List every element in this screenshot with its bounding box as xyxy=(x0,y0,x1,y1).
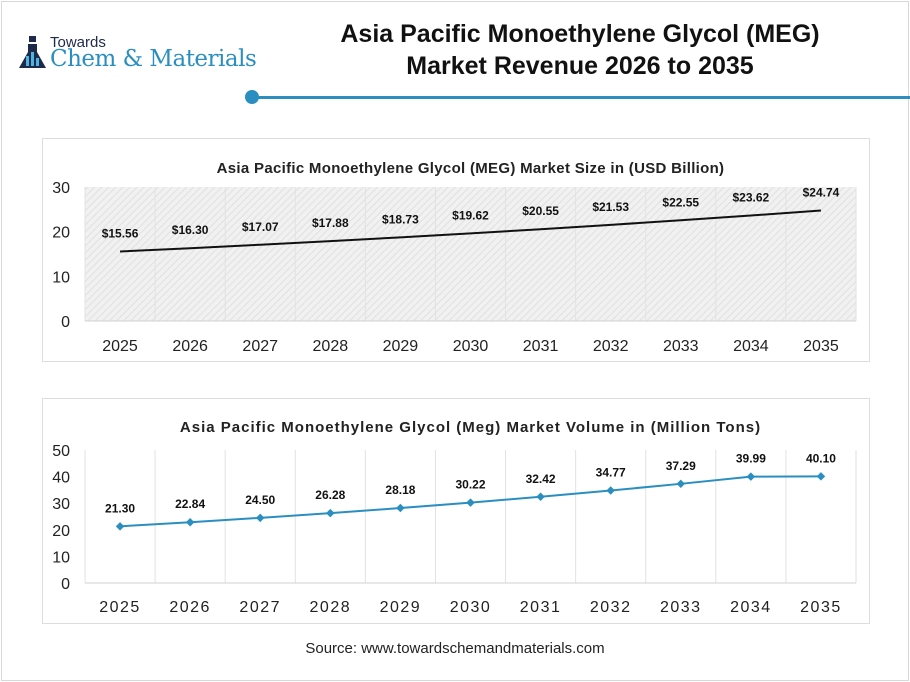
source-text: Source: www.towardschemandmaterials.com xyxy=(305,640,605,657)
chart-panel-revenue: Asia Pacific Monoethylene Glycol (MEG) M… xyxy=(42,138,870,362)
data-point xyxy=(255,513,265,523)
logo-main-text: Chem & Materials xyxy=(50,46,257,72)
x-tick-label: 2031 xyxy=(520,599,562,616)
data-point xyxy=(466,498,475,507)
revenue-chart: Asia Pacific Monoethylene Glycol (MEG) M… xyxy=(52,160,857,355)
logo-top-text: Towards xyxy=(50,34,106,51)
data-label: 34.77 xyxy=(596,466,626,480)
data-label: $17.07 xyxy=(242,220,279,234)
flask-icon xyxy=(19,36,46,68)
y-tick-label: 40 xyxy=(52,470,70,487)
data-label: 24.50 xyxy=(245,493,275,507)
x-tick-label: 2034 xyxy=(730,599,772,616)
data-label: $18.73 xyxy=(382,212,419,226)
data-point xyxy=(816,472,826,481)
y-tick-label: 10 xyxy=(52,549,70,566)
x-tick-label: 2028 xyxy=(313,338,349,355)
data-point xyxy=(185,518,195,527)
data-label: 30.22 xyxy=(455,478,485,492)
title-line-2: Market Revenue 2026 to 2035 xyxy=(406,52,754,80)
data-label: 26.28 xyxy=(315,488,345,502)
data-point xyxy=(746,472,756,481)
x-tick-label: 2029 xyxy=(380,599,422,616)
y-tick-label: 0 xyxy=(61,314,70,331)
x-tick-label: 2034 xyxy=(733,338,769,355)
plot-area xyxy=(85,187,856,321)
volume-chart: Asia Pacific Monoethylene Glycol (Meg) M… xyxy=(52,419,857,616)
data-label: $20.55 xyxy=(522,204,559,218)
data-label: $16.30 xyxy=(172,223,209,237)
x-tick-label: 2035 xyxy=(803,338,839,355)
data-point xyxy=(676,479,686,489)
page-title: Asia Pacific Monoethylene Glycol (MEG) M… xyxy=(270,18,890,82)
title-line-1: Asia Pacific Monoethylene Glycol (MEG) xyxy=(340,20,820,48)
x-tick-label: 2035 xyxy=(800,599,842,616)
x-tick-label: 2032 xyxy=(593,338,629,355)
y-tick-label: 0 xyxy=(61,576,70,593)
y-tick-label: 20 xyxy=(52,523,70,540)
series-line xyxy=(119,209,822,253)
data-point xyxy=(326,508,335,518)
chart-title: Asia Pacific Monoethylene Glycol (MEG) M… xyxy=(217,160,725,177)
x-tick-label: 2026 xyxy=(172,338,208,355)
y-tick-label: 20 xyxy=(52,225,70,242)
data-label: $21.53 xyxy=(592,200,629,214)
data-label: 37.29 xyxy=(666,459,696,473)
data-label: 39.99 xyxy=(736,452,766,466)
data-label: $19.62 xyxy=(452,208,489,222)
x-tick-label: 2033 xyxy=(660,599,702,616)
data-label: $23.62 xyxy=(733,190,770,204)
y-tick-label: 10 xyxy=(52,269,70,286)
y-tick-label: 30 xyxy=(52,496,70,513)
title-rule xyxy=(258,96,910,99)
data-label: $17.88 xyxy=(312,216,349,230)
data-point xyxy=(396,503,405,513)
data-label: 32.42 xyxy=(526,472,556,486)
y-tick-label: 50 xyxy=(52,443,70,460)
x-tick-label: 2025 xyxy=(99,599,141,616)
x-tick-label: 2032 xyxy=(590,599,632,616)
chart-title: Asia Pacific Monoethylene Glycol (Meg) M… xyxy=(180,419,761,436)
x-tick-label: 2031 xyxy=(523,338,559,355)
data-label: 28.18 xyxy=(385,483,415,497)
title-rule-dot xyxy=(245,90,259,104)
data-label: 21.30 xyxy=(105,501,135,515)
x-tick-label: 2026 xyxy=(169,599,211,616)
data-label: 22.84 xyxy=(175,497,205,511)
data-point xyxy=(115,522,125,531)
data-point xyxy=(606,486,615,495)
chart-panel-volume: Asia Pacific Monoethylene Glycol (Meg) M… xyxy=(42,398,870,624)
x-tick-label: 2030 xyxy=(453,338,489,355)
data-point xyxy=(536,492,545,502)
data-label: $22.55 xyxy=(662,195,699,209)
data-label: $15.56 xyxy=(102,226,139,240)
x-tick-label: 2029 xyxy=(383,338,419,355)
x-tick-label: 2028 xyxy=(310,599,352,616)
data-label: 40.10 xyxy=(806,451,836,465)
x-tick-label: 2030 xyxy=(450,599,492,616)
y-tick-label: 30 xyxy=(52,180,70,197)
data-label: $24.74 xyxy=(803,185,840,199)
x-tick-label: 2033 xyxy=(663,338,699,355)
x-tick-label: 2025 xyxy=(102,338,138,355)
x-tick-label: 2027 xyxy=(242,338,278,355)
x-tick-label: 2027 xyxy=(239,599,281,616)
